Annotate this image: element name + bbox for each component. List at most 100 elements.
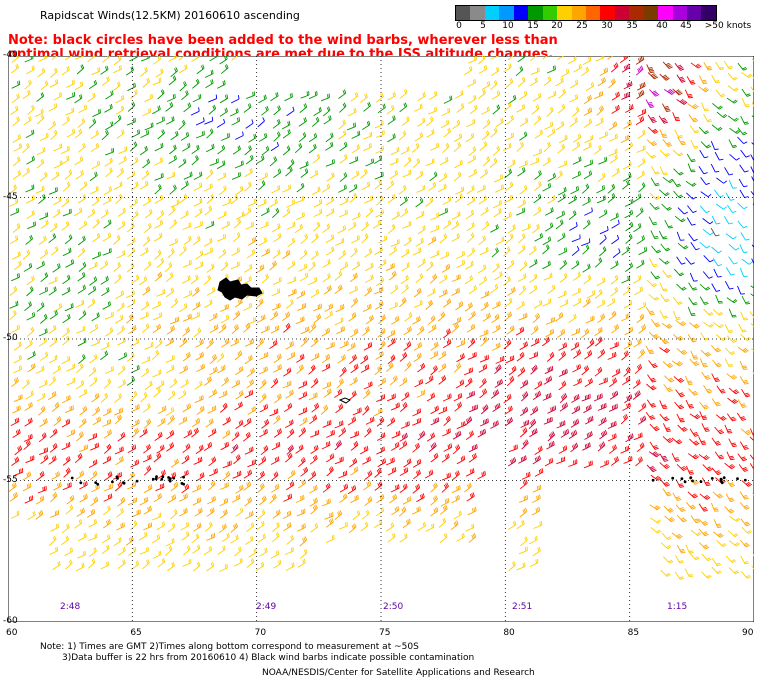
wind-barb (165, 354, 175, 363)
wind-barb (168, 75, 177, 86)
wind-barb (411, 142, 420, 153)
wind-barb (271, 288, 281, 297)
wind-barb (285, 166, 293, 177)
wind-barb (49, 310, 58, 320)
wind-barb (677, 424, 688, 432)
wind-barb (152, 550, 162, 560)
wind-barb (676, 413, 685, 423)
wind-barb (390, 239, 400, 247)
wind-barb (61, 442, 71, 451)
wind-barb (87, 558, 96, 569)
wind-barb (659, 129, 668, 139)
footer-note-1: Note: 1) Times are GMT 2)Times along bot… (40, 642, 419, 652)
wind-barb (247, 406, 257, 415)
wind-barb (246, 379, 255, 389)
wind-barb (256, 298, 264, 309)
wind-barb (284, 419, 294, 428)
wind-barb (650, 527, 662, 534)
wind-barb (362, 326, 370, 336)
wind-barb (36, 92, 45, 102)
wind-barb (454, 159, 463, 169)
wind-barb (531, 506, 541, 516)
wind-barb (464, 482, 472, 493)
wind-barb (594, 91, 604, 100)
wind-barb (647, 126, 659, 134)
wind-barb (272, 223, 281, 233)
wind-barb (272, 277, 282, 286)
wind-barb (220, 402, 228, 413)
wind-barb (468, 444, 478, 453)
wind-barb (750, 191, 754, 197)
wind-barb (222, 198, 232, 207)
wind-barb (192, 561, 201, 572)
wind-barb (610, 287, 619, 297)
contamination-dot (719, 477, 723, 481)
wind-barb (284, 547, 294, 555)
wind-barb (66, 128, 76, 138)
wind-barb (167, 414, 175, 425)
wind-barb (636, 442, 645, 453)
wind-barb (35, 365, 45, 374)
wind-barb (271, 483, 280, 493)
wind-barb (62, 116, 70, 126)
island-outlines (70, 277, 747, 486)
map-title: Rapidscat Winds(12.5KM) 20160610 ascendi… (40, 9, 300, 22)
wind-barb (364, 286, 373, 297)
wind-barb (662, 270, 672, 279)
time-label: 2:51 (512, 602, 533, 612)
wind-barb (443, 127, 452, 138)
wind-barb (495, 184, 504, 193)
wind-barb (572, 141, 581, 152)
wind-barb (349, 458, 358, 468)
wind-barb (39, 249, 49, 259)
wind-barb (517, 367, 526, 377)
wind-barb (207, 496, 216, 505)
wind-barb (490, 127, 498, 138)
wind-barb (126, 471, 136, 482)
wind-barb (348, 390, 357, 401)
wind-barb (282, 208, 291, 218)
wind-barb (636, 89, 645, 100)
wind-barb (11, 273, 20, 282)
wind-barb (659, 336, 669, 345)
wind-barb (205, 521, 213, 532)
wind-barb (270, 141, 279, 152)
wind-barb (649, 192, 661, 200)
wind-barb (690, 350, 699, 360)
wind-barb (141, 170, 150, 180)
wind-barb (194, 507, 203, 517)
wind-barb (52, 365, 61, 375)
wind-barb (750, 154, 754, 162)
wind-barb (230, 95, 240, 104)
wind-barb (480, 404, 489, 415)
wind-barb (607, 433, 617, 442)
wind-barb (259, 221, 269, 229)
wind-barb (243, 207, 252, 217)
wind-barb (130, 210, 139, 221)
wind-barb (243, 481, 252, 491)
wind-barb (196, 472, 205, 482)
wind-barb (441, 453, 450, 463)
wind-barb (571, 328, 581, 336)
wind-barb (35, 495, 45, 505)
wind-barb (687, 163, 696, 173)
wind-barb (607, 56, 613, 60)
wind-barb (637, 301, 647, 311)
wind-barb (247, 459, 257, 468)
wind-barb (89, 171, 98, 182)
wind-barb (750, 293, 754, 297)
wind-barb (260, 207, 270, 217)
wind-barb (404, 312, 413, 322)
wind-barb (456, 339, 466, 348)
wind-barb (256, 338, 264, 349)
legend-swatch (513, 6, 529, 20)
wind-barb (711, 566, 722, 575)
wind-barb (490, 389, 500, 399)
wind-barb (426, 261, 434, 272)
wind-barb (558, 380, 567, 391)
wind-barb (261, 248, 270, 257)
wind-barb (517, 76, 526, 87)
wind-barb (88, 519, 97, 528)
wind-barb (260, 445, 269, 456)
wind-barb (508, 561, 516, 572)
